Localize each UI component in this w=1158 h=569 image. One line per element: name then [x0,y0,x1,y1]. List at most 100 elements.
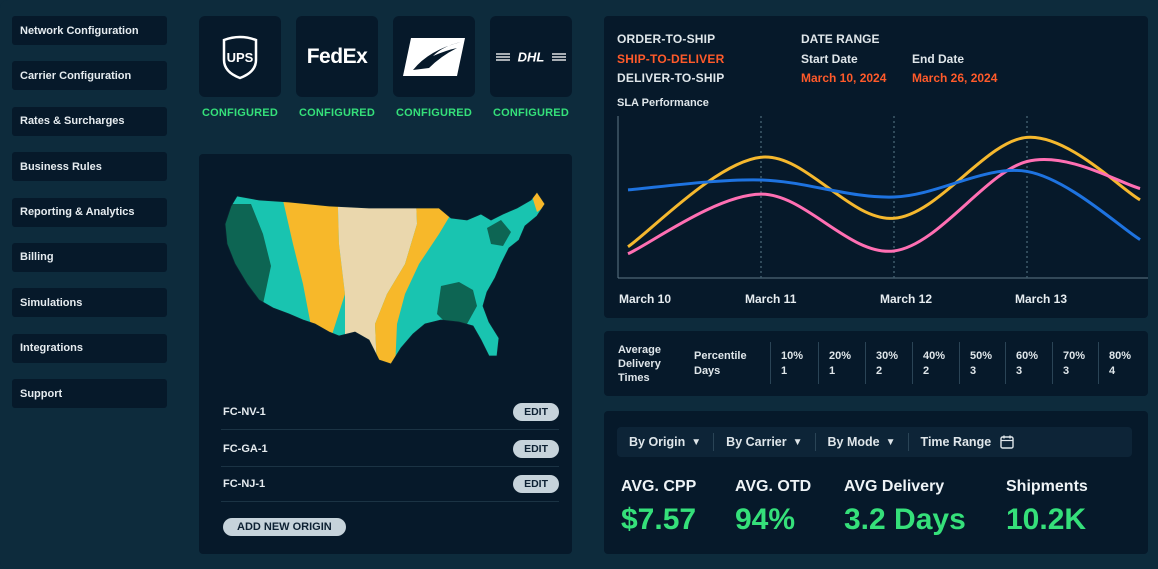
days-value: 4 [1109,365,1116,377]
svg-text:UPS: UPS [227,50,254,65]
end-date-label: End Date [912,52,965,66]
days-value: 2 [923,365,930,377]
dhl-logo-icon: DHL [496,49,566,64]
map-region-nj [487,220,511,246]
sidebar-item-label: Reporting & Analytics [20,206,135,219]
mode-order-to-ship[interactable]: ORDER-TO-SHIP [617,32,716,46]
filter-by-origin[interactable]: By Origin ▼ [629,433,715,451]
kpi-value-avg-delivery: 3.2 Days [844,503,966,536]
sidebar-item-network-configuration[interactable]: Network Configuration [12,16,167,45]
percentile-value: 50% [970,350,993,362]
edit-origin-button[interactable]: EDIT [513,403,559,421]
edit-origin-button[interactable]: EDIT [513,475,559,493]
percentile-value: 30% [876,350,899,362]
sidebar-item-business-rules[interactable]: Business Rules [12,152,167,182]
carrier-tile-usps[interactable] [393,16,475,97]
origin-row: FC-GA-1 EDIT [221,432,559,467]
carrier-status-usps: CONFIGURED [396,107,472,119]
start-date-label: Start Date [801,52,858,66]
sidebar-item-billing[interactable]: Billing [12,242,167,272]
sidebar-item-rates-surcharges[interactable]: Rates & Surcharges [12,106,167,136]
end-date-value[interactable]: March 26, 2024 [912,71,998,85]
sidebar-item-label: Business Rules [20,160,102,173]
percentile-column: 50% 3 [959,342,992,384]
carrier-card-dhl: DHL CONFIGURED [490,16,572,119]
caret-down-icon: ▼ [792,436,803,448]
percentile-value: 80% [1109,350,1132,362]
percentile-column: 10% 1 [770,342,803,384]
kpi-label-avg-delivery: AVG Delivery [844,478,945,495]
delivery-times-heading: Average Delivery Times [618,344,662,384]
map-region-ga [437,282,477,326]
percentile-column: 40% 2 [912,342,945,384]
delivery-times-panel: Average Delivery Times Percentile Days 1… [604,331,1148,396]
map-region-plains [337,192,417,364]
percentile-value: 10% [781,350,804,362]
percentile-column: 80% 4 [1098,342,1131,384]
sla-line-chart [617,116,1148,279]
percentile-column: 20% 1 [818,342,851,384]
sidebar-item-label: Integrations [20,342,83,355]
kpi-label-avg-otd: AVG. OTD [735,478,812,495]
calendar-icon [1000,435,1014,449]
filter-label: By Mode [827,435,880,449]
days-value: 3 [1016,365,1023,377]
carrier-card-usps: CONFIGURED [393,16,475,119]
carrier-tile-dhl[interactable]: DHL [490,16,572,97]
mode-deliver-to-ship[interactable]: DELIVER-TO-SHIP [617,71,725,85]
caret-down-icon: ▼ [885,436,896,448]
sidebar-item-support[interactable]: Support [12,379,167,409]
sla-panel: ORDER-TO-SHIP SHIP-TO-DELIVER DELIVER-TO… [604,16,1148,318]
filter-label: Time Range [920,435,992,449]
days-value: 1 [829,365,836,377]
network-map-panel: FC-NV-1 EDIT FC-GA-1 EDIT FC-NJ-1 EDIT A… [199,154,572,554]
kpi-label-avg-cpp: AVG. CPP [621,478,697,495]
fedex-logo-icon: FedEx [306,44,368,68]
percentile-value: 70% [1063,350,1086,362]
sidebar-item-integrations[interactable]: Integrations [12,333,167,363]
days-value: 3 [970,365,977,377]
series-line-0 [627,135,1141,248]
caret-down-icon: ▼ [691,436,702,448]
carrier-status-fedex: CONFIGURED [299,107,375,119]
sidebar-item-label: Network Configuration [20,24,139,37]
kpi-panel: By Origin ▼ By Carrier ▼ By Mode ▼ Time Ran… [604,411,1148,554]
filter-label: By Carrier [726,435,787,449]
percentile-value: 60% [1016,350,1039,362]
carrier-card-fedex: FedEx CONFIGURED [296,16,378,119]
us-map [224,191,546,365]
filter-bar: By Origin ▼ By Carrier ▼ By Mode ▼ Time Ran… [617,427,1132,457]
kpi-label-shipments: Shipments [1006,478,1088,495]
add-new-origin-button[interactable]: ADD NEW ORIGIN [223,518,346,536]
carrier-status-dhl: CONFIGURED [493,107,569,119]
sidebar-item-reporting-analytics[interactable]: Reporting & Analytics [12,197,167,227]
carrier-tile-ups[interactable]: UPS [199,16,281,97]
map-region-mountain [277,192,345,344]
sla-chart-title: SLA Performance [617,97,709,109]
map-region-midwest [375,192,459,364]
carrier-card-ups: UPS CONFIGURED [199,16,281,119]
days-value: 3 [1063,365,1070,377]
filter-time-range[interactable]: Time Range [921,433,1028,451]
sidebar-item-carrier-configuration[interactable]: Carrier Configuration [12,61,167,91]
sidebar-item-label: Simulations [20,296,83,309]
date-range-label: DATE RANGE [801,32,880,46]
sidebar-item-label: Rates & Surcharges [20,115,125,128]
kpi-value-shipments: 10.2K [1006,503,1087,536]
sidebar-item-label: Support [20,387,63,400]
percentile-days-label: Percentile Days [694,350,747,377]
series-line-2 [627,168,1141,241]
sidebar-item-simulations[interactable]: Simulations [12,288,167,318]
x-tick-label: March 13 [1015,292,1068,306]
mode-ship-to-deliver[interactable]: SHIP-TO-DELIVER [617,52,725,66]
sidebar-item-label: Billing [20,251,54,264]
filter-by-carrier[interactable]: By Carrier ▼ [726,433,816,451]
start-date-value[interactable]: March 10, 2024 [801,71,887,85]
filter-by-mode[interactable]: By Mode ▼ [828,433,909,451]
carrier-tile-fedex[interactable]: FedEx [296,16,378,97]
filter-label: By Origin [629,435,686,449]
edit-origin-button[interactable]: EDIT [513,440,559,458]
percentile-column: 60% 3 [1005,342,1038,384]
percentile-column: 70% 3 [1052,342,1085,384]
